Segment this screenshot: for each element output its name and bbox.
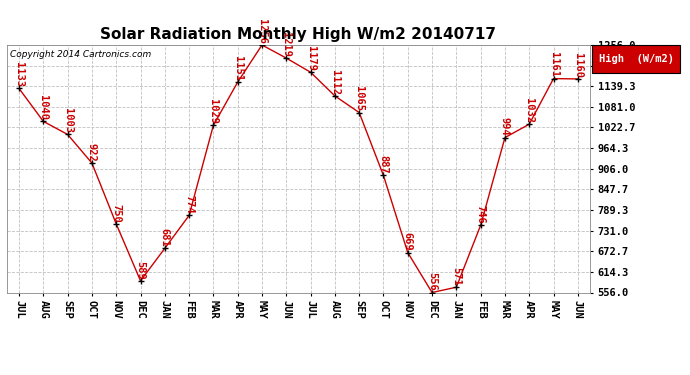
Text: 1112: 1112	[330, 69, 340, 94]
Text: 556: 556	[427, 272, 437, 291]
Text: 1151: 1151	[233, 56, 243, 81]
Text: 1256: 1256	[257, 19, 267, 44]
Text: 774: 774	[184, 195, 194, 214]
Text: 1160: 1160	[573, 53, 583, 78]
Text: 922: 922	[87, 143, 97, 162]
Text: 1029: 1029	[208, 99, 219, 124]
Text: 681: 681	[160, 228, 170, 247]
Text: 750: 750	[111, 204, 121, 222]
Text: 669: 669	[403, 232, 413, 251]
Text: 887: 887	[378, 155, 388, 174]
Title: Solar Radiation Monthly High W/m2 20140717: Solar Radiation Monthly High W/m2 201407…	[101, 27, 496, 42]
Text: 1133: 1133	[14, 62, 24, 87]
Text: 1032: 1032	[524, 98, 534, 123]
Text: 1161: 1161	[549, 52, 558, 77]
Text: 994: 994	[500, 117, 510, 136]
Text: 1003: 1003	[63, 108, 72, 133]
Text: 1219: 1219	[282, 32, 291, 57]
Text: 746: 746	[475, 205, 486, 224]
Text: 1040: 1040	[39, 95, 48, 120]
Text: 589: 589	[135, 261, 146, 279]
Text: 571: 571	[451, 267, 462, 286]
Text: 1179: 1179	[306, 46, 315, 71]
Text: High  (W/m2): High (W/m2)	[599, 54, 673, 64]
Text: 1065: 1065	[354, 86, 364, 111]
Text: Copyright 2014 Cartronics.com: Copyright 2014 Cartronics.com	[10, 50, 151, 59]
